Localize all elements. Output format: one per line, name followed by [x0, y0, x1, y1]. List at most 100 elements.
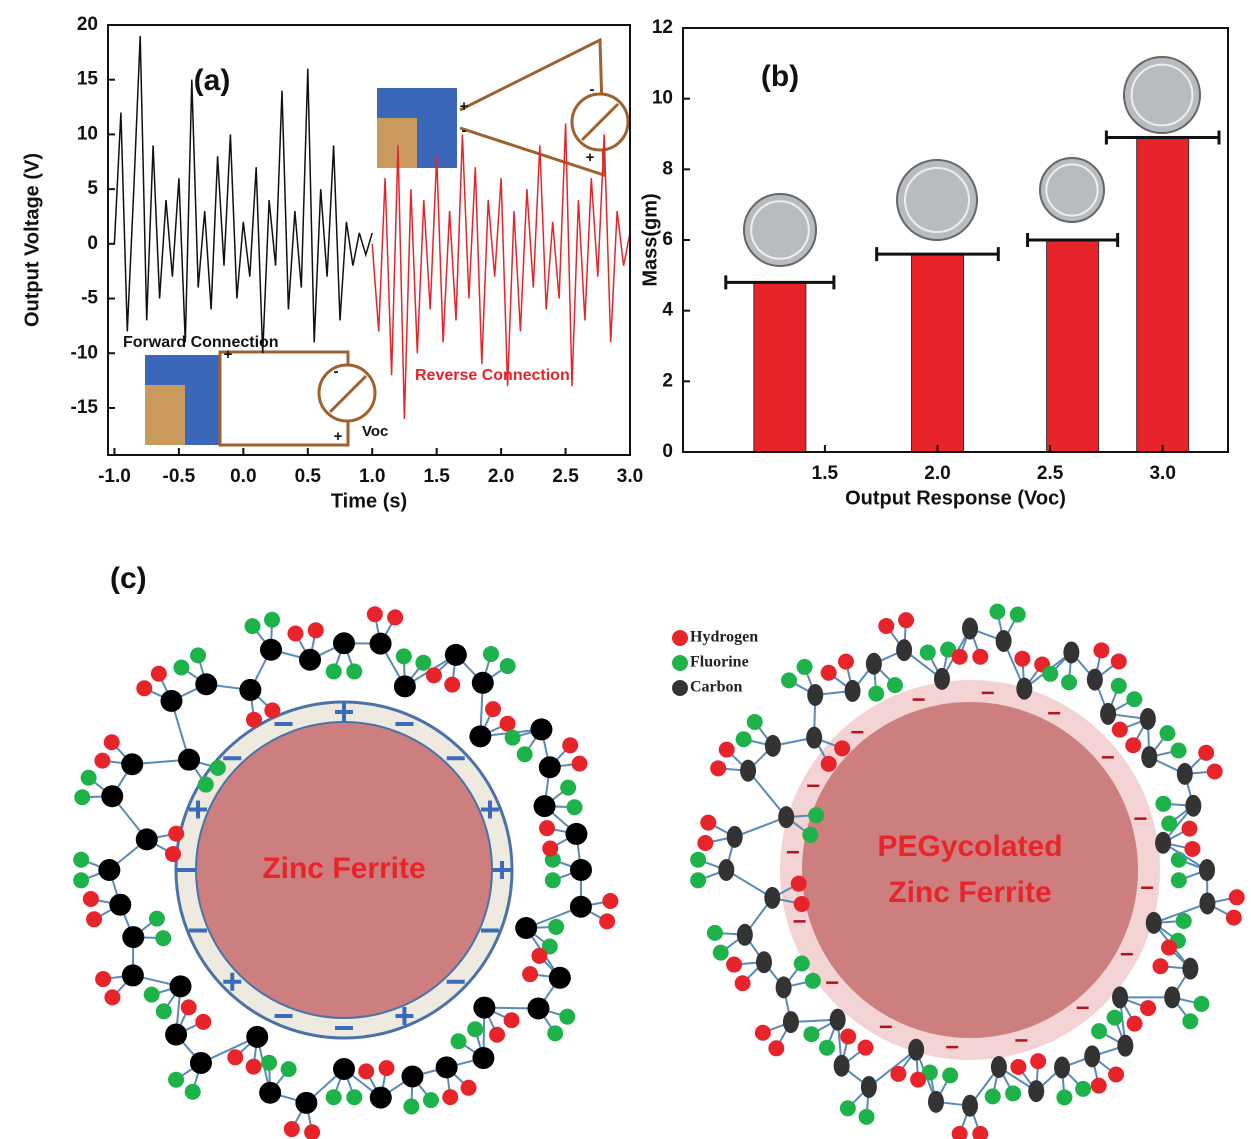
atom	[942, 1067, 958, 1083]
atom	[287, 626, 303, 642]
atom	[104, 734, 120, 750]
carbon	[370, 1087, 392, 1109]
atom	[755, 1025, 771, 1041]
carbon	[962, 618, 978, 640]
carbon	[1199, 859, 1215, 881]
atom	[155, 930, 171, 946]
x-axis-label: Time (s)	[331, 490, 407, 512]
carbon	[806, 727, 822, 749]
bar	[754, 282, 806, 452]
atom	[690, 852, 706, 868]
atom	[713, 945, 729, 961]
atom	[1161, 816, 1177, 832]
carbon	[394, 675, 416, 697]
carbon	[530, 718, 552, 740]
atom	[1030, 1053, 1046, 1069]
annotation: +	[460, 98, 469, 115]
atom	[442, 1089, 458, 1105]
atom	[149, 911, 165, 927]
atom	[1198, 745, 1214, 761]
carbon	[765, 735, 781, 757]
annotation: (b)	[761, 60, 799, 93]
atom	[560, 780, 576, 796]
atom	[797, 659, 813, 675]
coin	[1040, 158, 1104, 222]
legend-dot	[672, 680, 688, 696]
carbon	[845, 680, 861, 702]
carbon	[896, 639, 912, 661]
carbon	[122, 964, 144, 986]
carbon	[991, 1056, 1007, 1078]
atom	[190, 647, 206, 663]
atom	[1152, 958, 1168, 974]
y-tick-label: 15	[77, 69, 99, 90]
x-tick-label: -1.0	[98, 466, 131, 487]
atom	[887, 677, 903, 693]
atom	[1010, 607, 1026, 623]
atom	[451, 1033, 467, 1049]
atom	[710, 760, 726, 776]
carbon	[1016, 678, 1032, 700]
x-tick-label: 2.5	[552, 466, 579, 487]
atom	[808, 807, 824, 823]
atom	[156, 1003, 172, 1019]
carbon	[246, 1026, 268, 1048]
carbon	[109, 894, 131, 916]
core	[802, 702, 1138, 1038]
bar	[1137, 138, 1189, 452]
carbon	[1100, 703, 1116, 725]
y-tick-label: 5	[87, 178, 98, 199]
atom	[545, 872, 561, 888]
carbon	[565, 823, 587, 845]
atom	[989, 604, 1005, 620]
carbon	[570, 896, 592, 918]
annotation: +	[334, 428, 343, 445]
atom	[73, 852, 89, 868]
carbon	[1199, 892, 1215, 914]
atom	[805, 973, 821, 989]
carbon	[1141, 746, 1157, 768]
carbon	[1117, 1035, 1133, 1057]
atom	[264, 702, 280, 718]
atom	[1193, 996, 1209, 1012]
carbon	[101, 785, 123, 807]
carbon	[866, 653, 882, 675]
carbon	[1028, 1080, 1044, 1102]
x-tick-label: 1.5	[423, 466, 450, 487]
atom	[246, 712, 262, 728]
atom	[1184, 841, 1200, 857]
atom	[858, 1040, 874, 1056]
atom	[1056, 1089, 1072, 1105]
atom	[952, 1126, 968, 1139]
atom	[1091, 1023, 1107, 1039]
carbon	[436, 1056, 458, 1078]
atom	[83, 891, 99, 907]
carbon	[737, 924, 753, 946]
atom	[1171, 742, 1187, 758]
carbon	[1140, 708, 1156, 730]
x-tick-label: 3.0	[1149, 463, 1175, 484]
atom	[1171, 872, 1187, 888]
carbon	[996, 630, 1012, 652]
atom	[1111, 653, 1127, 669]
atom	[719, 742, 735, 758]
atom	[246, 1059, 262, 1075]
atom	[346, 1089, 362, 1105]
atom	[700, 815, 716, 831]
atom	[542, 840, 558, 856]
atom	[794, 896, 810, 912]
legend-label: Carbon	[690, 679, 743, 696]
x-tick-label: 3.0	[617, 466, 643, 487]
carbon	[549, 967, 571, 989]
carbon	[1054, 1057, 1070, 1079]
atom	[210, 760, 226, 776]
atom	[840, 1029, 856, 1045]
core-label: PEGycolated	[877, 830, 1062, 863]
atom	[1176, 913, 1192, 929]
atom	[548, 919, 564, 935]
carbon	[908, 1039, 924, 1061]
atom	[562, 737, 578, 753]
carbon	[776, 976, 792, 998]
y-tick-label: -15	[71, 397, 99, 418]
atom	[261, 1055, 277, 1071]
